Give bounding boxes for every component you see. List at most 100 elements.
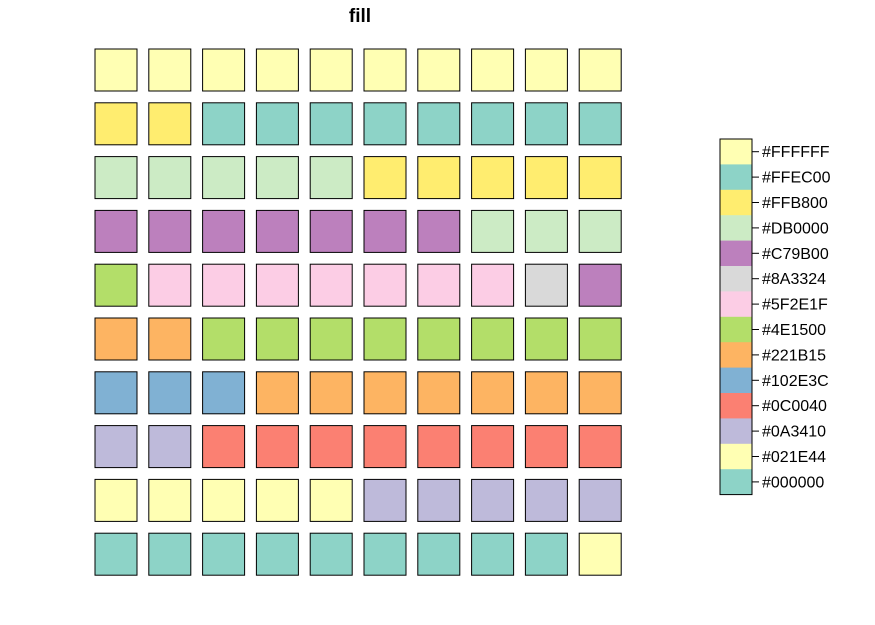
cell-r6-c10 (578, 317, 622, 361)
cell-r9-c6 (363, 478, 407, 522)
cell-r1-c9 (524, 48, 568, 92)
legend-swatch-3 (720, 189, 752, 216)
cell-r3-c1 (94, 156, 138, 200)
cell-r9-c4 (255, 478, 299, 522)
cell-r6-c4 (255, 317, 299, 361)
legend-swatch-5 (720, 240, 752, 267)
cell-r3-c7 (417, 156, 461, 200)
cell-r7-c5 (309, 371, 353, 415)
cell-r2-c7 (417, 102, 461, 146)
cell-r7-c6 (363, 371, 407, 415)
cell-r8-c4 (255, 425, 299, 469)
cell-r5-c2 (148, 263, 192, 307)
cell-r8-c9 (524, 425, 568, 469)
cell-r4-c2 (148, 209, 192, 253)
cell-r4-c1 (94, 209, 138, 253)
cell-r7-c4 (255, 371, 299, 415)
cell-r1-c6 (363, 48, 407, 92)
cell-r7-c10 (578, 371, 622, 415)
cell-r10-c6 (363, 532, 407, 576)
cell-r1-c7 (417, 48, 461, 92)
cell-r8-c6 (363, 425, 407, 469)
legend-label-11: #0C0040 (762, 398, 827, 415)
chart-title: fill (349, 6, 371, 27)
cell-r6-c1 (94, 317, 138, 361)
legend-label-2: #FFEC00 (762, 170, 831, 187)
cell-r1-c10 (578, 48, 622, 92)
cell-r2-c4 (255, 102, 299, 146)
cell-r1-c4 (255, 48, 299, 92)
cell-r7-c3 (202, 371, 246, 415)
cell-r7-c2 (148, 371, 192, 415)
cell-r1-c1 (94, 48, 138, 92)
cell-r10-c9 (524, 532, 568, 576)
legend-label-8: #4E1500 (762, 322, 826, 339)
cell-r6-c2 (148, 317, 192, 361)
legend-label-6: #8A3324 (762, 271, 826, 288)
legend-label-12: #0A3410 (762, 424, 826, 441)
cell-r10-c4 (255, 532, 299, 576)
legend-label-14: #000000 (762, 474, 824, 491)
cell-r10-c7 (417, 532, 461, 576)
legend-swatch-10 (720, 367, 752, 394)
legend-swatch-7 (720, 291, 752, 318)
legend-label-7: #5F2E1F (762, 297, 828, 314)
cell-r3-c6 (363, 156, 407, 200)
legend-swatch-6 (720, 266, 752, 292)
legend-label-13: #021E44 (762, 449, 826, 466)
cell-r9-c7 (417, 478, 461, 522)
cell-grid (94, 48, 622, 576)
cell-r5-c6 (363, 263, 407, 307)
cell-r2-c1 (94, 102, 138, 146)
legend-swatch-13 (720, 443, 752, 470)
cell-r7-c8 (471, 371, 515, 415)
cell-r8-c1 (94, 425, 138, 469)
cell-r3-c2 (148, 156, 192, 200)
cell-r6-c5 (309, 317, 353, 361)
legend-swatch-4 (720, 215, 752, 241)
legend-label-10: #102E3C (762, 373, 829, 390)
cell-r9-c3 (202, 478, 246, 522)
cell-r6-c8 (471, 317, 515, 361)
legend-frame (719, 138, 753, 496)
cell-r2-c9 (524, 102, 568, 146)
cell-r5-c3 (202, 263, 246, 307)
cell-r5-c7 (417, 263, 461, 307)
cell-r6-c7 (417, 317, 461, 361)
legend-swatch-11 (720, 393, 752, 419)
legend-swatch-2 (720, 164, 752, 191)
cell-r5-c4 (255, 263, 299, 307)
cell-r9-c9 (524, 478, 568, 522)
cell-r3-c8 (471, 156, 515, 200)
legend-label-4: #DB0000 (762, 220, 829, 237)
cell-r1-c5 (309, 48, 353, 92)
cell-r4-c7 (417, 209, 461, 253)
cell-r2-c3 (202, 102, 246, 146)
cell-r3-c5 (309, 156, 353, 200)
cell-r9-c8 (471, 478, 515, 522)
cell-r8-c3 (202, 425, 246, 469)
legend-label-3: #FFB800 (762, 195, 828, 212)
cell-r8-c7 (417, 425, 461, 469)
cell-r8-c10 (578, 425, 622, 469)
legend-label-9: #221B15 (762, 347, 826, 364)
legend-swatch-8 (720, 316, 752, 343)
cell-r4-c5 (309, 209, 353, 253)
cell-r4-c3 (202, 209, 246, 253)
cell-r7-c1 (94, 371, 138, 415)
cell-r7-c7 (417, 371, 461, 415)
cell-r1-c3 (202, 48, 246, 92)
cell-r2-c2 (148, 102, 192, 146)
cell-r3-c3 (202, 156, 246, 200)
cell-r5-c1 (94, 263, 138, 307)
legend-swatch-9 (720, 342, 752, 368)
cell-r8-c8 (471, 425, 515, 469)
cell-r6-c3 (202, 317, 246, 361)
cell-r9-c5 (309, 478, 353, 522)
legend: #FFFFFF #FFEC00 #FFB800 #DB0000 #C79B00 #8A33… (719, 138, 831, 496)
cell-r4-c8 (471, 209, 515, 253)
cell-r10-c3 (202, 532, 246, 576)
cell-r1-c8 (471, 48, 515, 92)
cell-r2-c10 (578, 102, 622, 146)
